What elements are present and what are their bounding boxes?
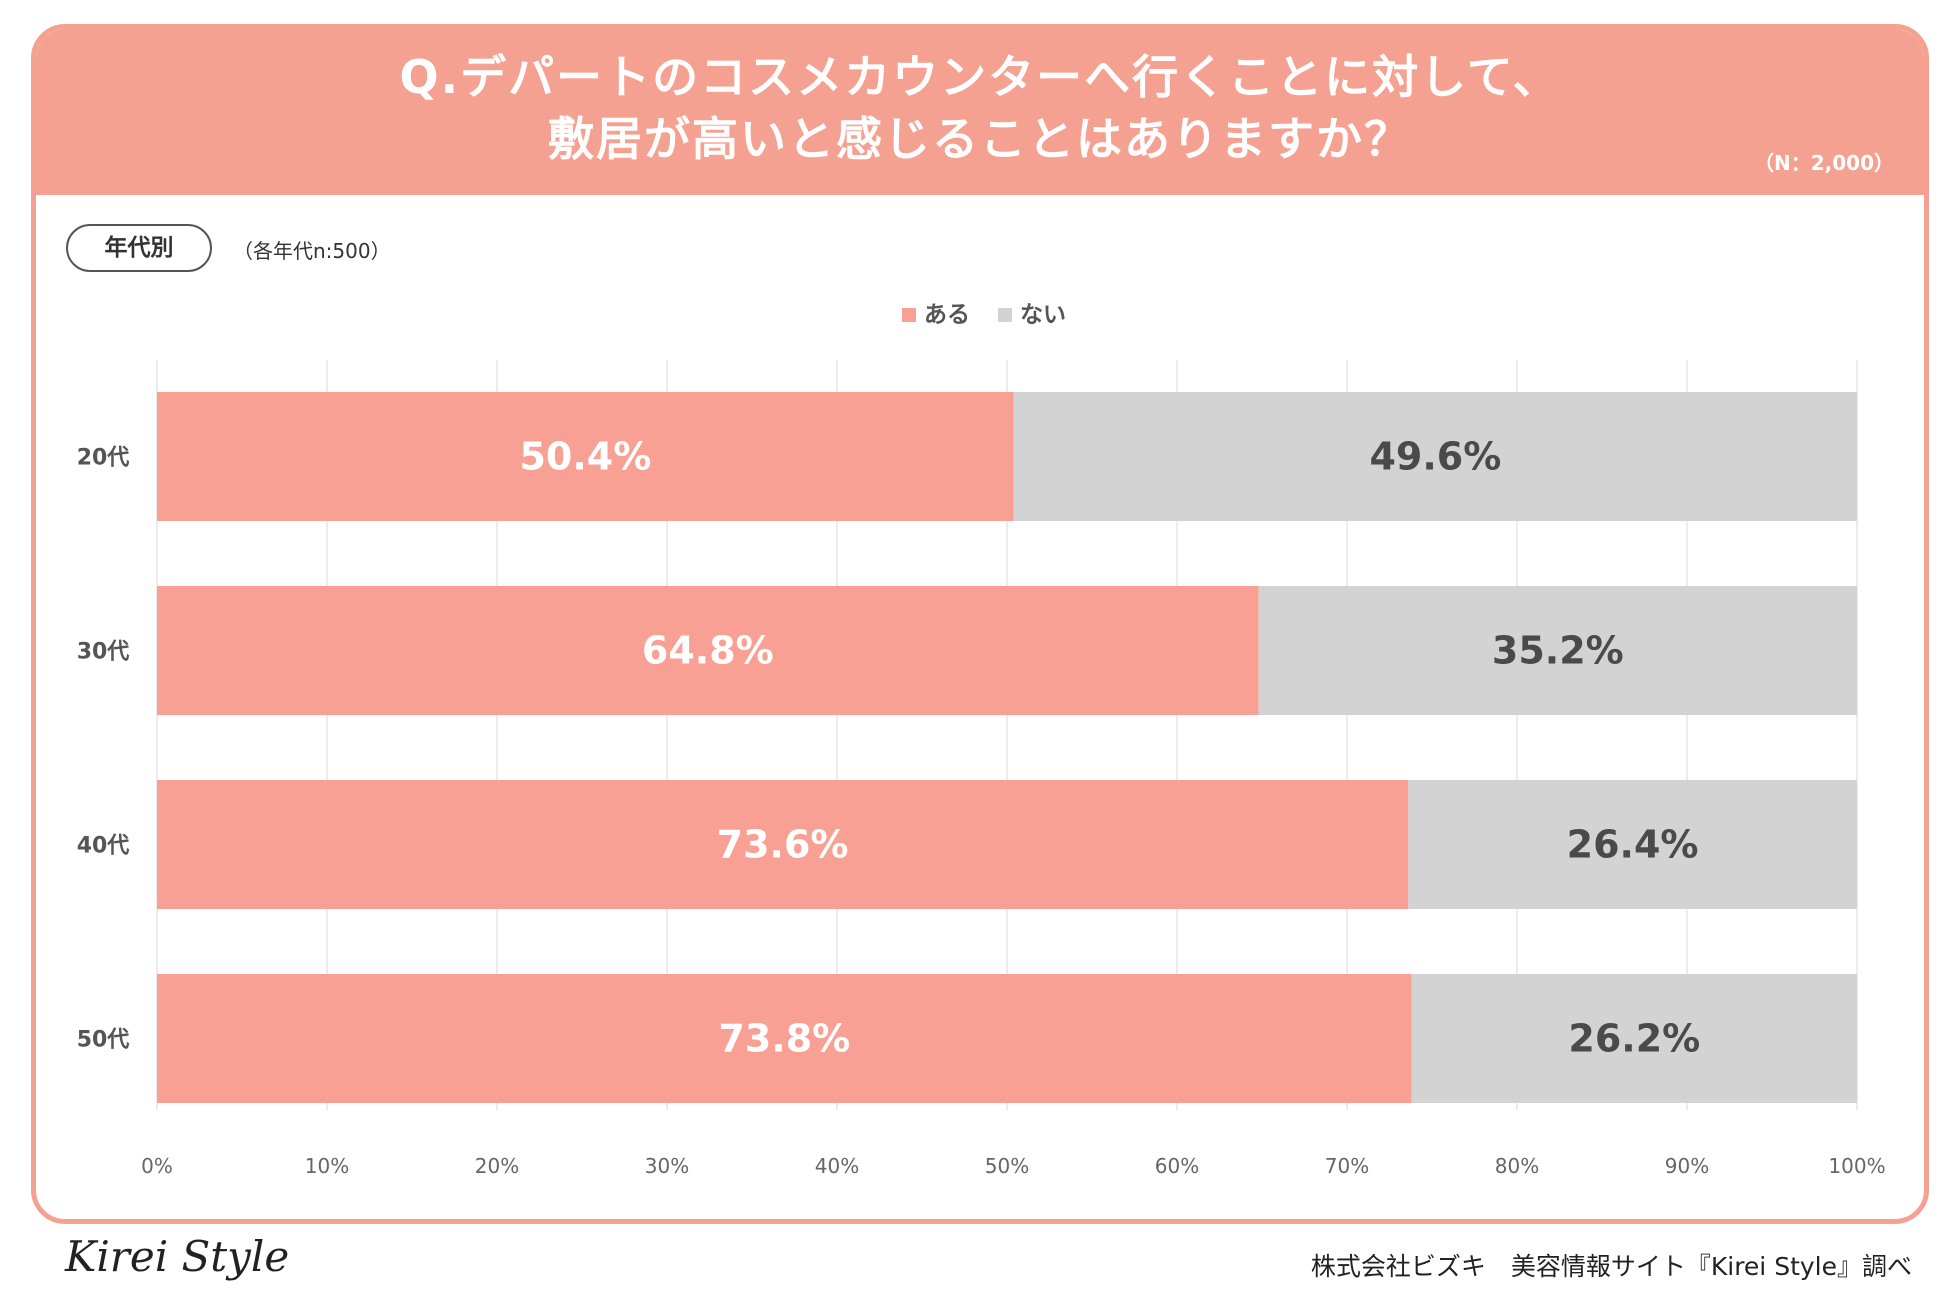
x-tick-label: 20% xyxy=(475,1154,519,1178)
x-tick-label: 80% xyxy=(1495,1154,1539,1178)
x-tick-label: 60% xyxy=(1155,1154,1199,1178)
x-tick-label: 30% xyxy=(645,1154,689,1178)
data-label-yes: 50.4% xyxy=(519,435,651,479)
x-tick-label: 90% xyxy=(1665,1154,1709,1178)
segment-badge: 年代別 xyxy=(66,224,212,272)
x-tick-label: 100% xyxy=(1828,1154,1885,1178)
category-label: 20代 xyxy=(77,446,130,471)
data-label-no: 49.6% xyxy=(1369,435,1501,479)
bar-segment-yes xyxy=(157,974,1412,1103)
data-label-yes: 64.8% xyxy=(642,629,774,673)
x-tick-label: 50% xyxy=(985,1154,1029,1178)
data-label-no: 35.2% xyxy=(1492,629,1624,673)
legend-label-yes: ある xyxy=(924,302,970,328)
x-tick-label: 10% xyxy=(305,1154,349,1178)
x-tick-label: 40% xyxy=(815,1154,859,1178)
category-label: 50代 xyxy=(77,1028,130,1053)
bar-segment-yes xyxy=(157,392,1014,521)
data-label-no: 26.2% xyxy=(1568,1017,1700,1061)
data-label-no: 26.4% xyxy=(1567,823,1699,867)
kirei-style-logo: Kirei Style xyxy=(65,1232,290,1281)
bar-segment-no xyxy=(1411,974,1857,1103)
x-tick-label: 70% xyxy=(1325,1154,1369,1178)
question-title-line-1: Q.デパートのコスメカウンターへ行くことに対して、 xyxy=(399,50,1561,104)
x-tick-label: 0% xyxy=(141,1154,173,1178)
sample-size-total: （N：2,000） xyxy=(1754,151,1894,175)
bar-segment-no xyxy=(1258,586,1857,715)
legend-swatch-no xyxy=(998,308,1012,322)
bar-segment-no xyxy=(1408,780,1857,909)
bar-segment-no xyxy=(1013,392,1857,521)
bar-segment-yes xyxy=(157,780,1409,909)
category-label: 40代 xyxy=(77,834,130,859)
source-credit: 株式会社ビズキ 美容情報サイト『Kirei Style』調べ xyxy=(1310,1252,1912,1281)
legend-swatch-yes xyxy=(902,308,916,322)
bar-segment-yes xyxy=(157,586,1259,715)
segment-sample-note: （各年代n:500） xyxy=(233,239,391,263)
question-title-line-2: 敷居が高いと感じることはありますか？ xyxy=(548,112,1412,166)
data-label-yes: 73.6% xyxy=(717,823,849,867)
data-label-yes: 73.8% xyxy=(718,1017,850,1061)
legend-label-no: ない xyxy=(1020,302,1066,328)
question-header: Q.デパートのコスメカウンターへ行くことに対して、 敷居が高いと感じることはあり… xyxy=(36,29,1924,195)
category-label: 30代 xyxy=(77,640,130,665)
